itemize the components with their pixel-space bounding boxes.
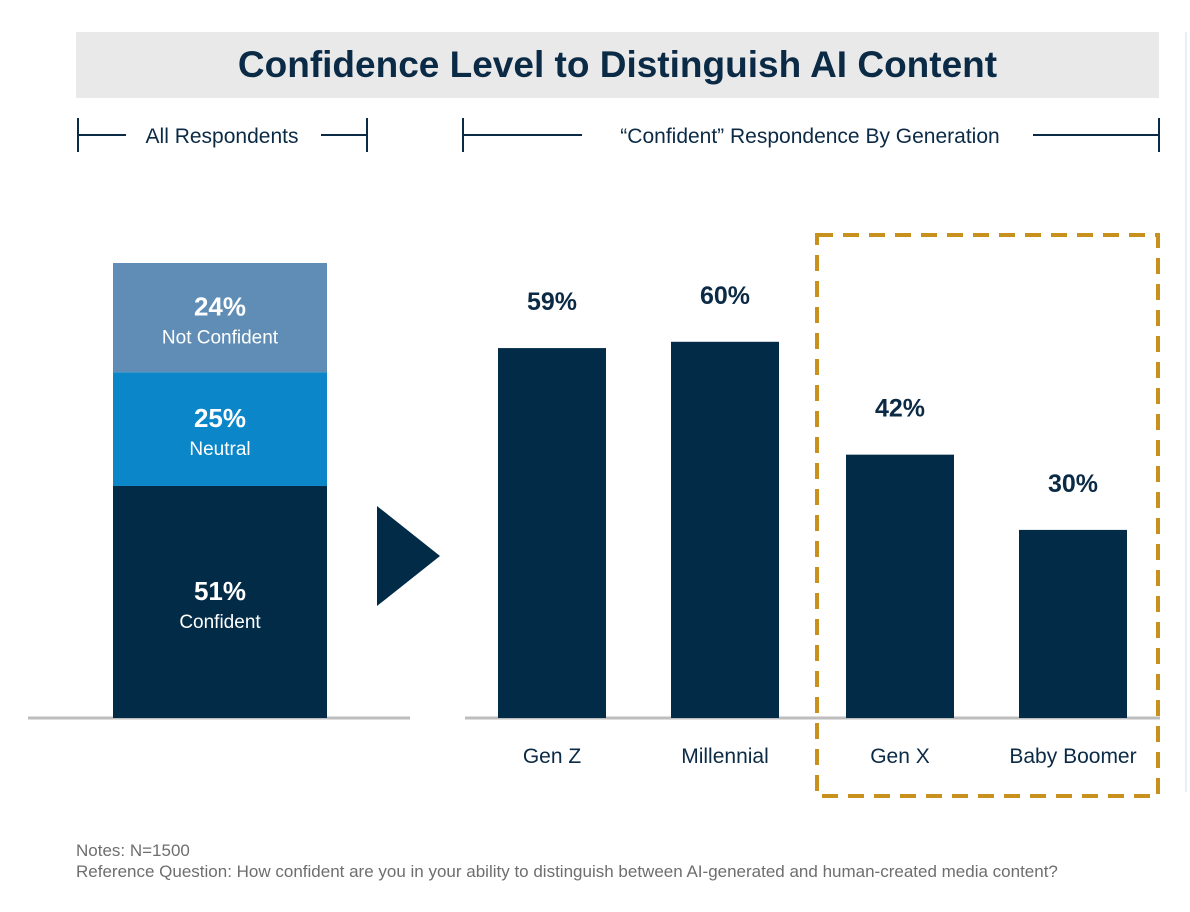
right-section-label: “Confident” Respondence By Generation [620, 125, 999, 148]
right-section-bracket: “Confident” Respondence By Generation [462, 118, 1160, 152]
title-bar: Confidence Level to Distinguish AI Conte… [76, 32, 1159, 98]
notes-reference-question: Reference Question: How confident are yo… [76, 862, 1058, 881]
bar-value-label-gen-x: 42% [875, 395, 925, 423]
chart-title: Confidence Level to Distinguish AI Conte… [237, 44, 998, 85]
stack-category-label-confident: Confident [179, 612, 261, 633]
left-section-label: All Respondents [146, 125, 299, 148]
stack-value-label-neutral: 25% [194, 403, 246, 433]
category-label-millennial: Millennial [681, 745, 769, 768]
category-label-baby-boomer: Baby Boomer [1009, 745, 1136, 768]
right-edge-divider [1185, 32, 1187, 792]
bar-gen-z [498, 348, 606, 718]
bar-gen-x [846, 454, 954, 718]
stack-segment-not-confident [113, 263, 327, 373]
stack-segment-neutral [113, 372, 327, 486]
notes-sample-size: Notes: N=1500 [76, 841, 190, 860]
generation-bars: 59% Gen Z 60% Millennial 42% Gen X 30% Baby Boo… [498, 282, 1137, 768]
highlight-dashed-box [815, 233, 1160, 798]
stack-value-label-confident: 51% [194, 576, 246, 606]
left-section-bracket: All Respondents [77, 118, 368, 152]
bar-baby-boomer [1019, 529, 1127, 718]
stack-category-label-neutral: Neutral [189, 439, 250, 460]
category-label-gen-z: Gen Z [523, 745, 582, 768]
stack-value-label-not-confident: 24% [194, 292, 246, 322]
right-arrow-icon [377, 506, 440, 606]
bar-value-label-baby-boomer: 30% [1048, 470, 1098, 498]
bar-value-label-gen-z: 59% [527, 288, 577, 316]
category-label-gen-x: Gen X [870, 745, 930, 768]
bar-value-label-millennial: 60% [700, 282, 750, 310]
stacked-bar-all-respondents: 51% Confident 25% Neutral 24% Not Confident [113, 263, 327, 718]
stack-category-label-not-confident: Not Confident [162, 328, 279, 349]
notes: Notes: N=1500 Reference Question: How co… [76, 840, 1058, 882]
stack-segment-confident [113, 485, 327, 718]
bar-millennial [671, 341, 779, 718]
